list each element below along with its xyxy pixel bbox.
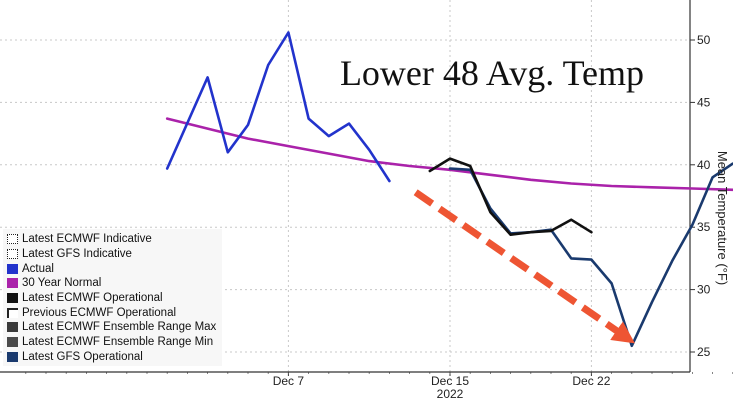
y-tick-label: 45 [697,95,711,109]
legend-swatch [7,234,18,245]
series-line-latest-gfs-operational [448,162,733,348]
x-year-label: 2022 [437,387,464,401]
legend-item: Latest GFS Operational [7,350,222,365]
legend-label: Previous ECMWF Operational [22,306,177,319]
legend-item: Actual [7,261,222,276]
legend-item: Latest ECMWF Indicative [7,232,222,247]
y-tick-label: 25 [697,345,711,359]
legend-label: Latest ECMWF Ensemble Range Min [22,336,214,349]
legend-item: Latest ECMWF Operational [7,291,222,306]
legend-swatch [7,351,18,362]
x-tick-label: Dec 7 [273,374,305,388]
series-lines [165,31,733,348]
legend-item: 30 Year Normal [7,276,222,291]
legend-label: Latest ECMWF Ensemble Range Max [22,321,217,334]
legend-swatch [7,293,18,304]
legend-swatch [7,263,18,274]
y-axis-label: Mean Temperature (°F) [715,151,730,285]
x-tick-label: Dec 22 [572,374,610,388]
legend-label: Actual [22,262,54,275]
legend-swatch [7,322,18,333]
y-tick-label: 40 [697,158,711,172]
legend-label: 30 Year Normal [22,277,102,290]
legend-swatch [7,249,18,260]
legend-item: Latest GFS Indicative [7,247,222,262]
legend-label: Latest GFS Indicative [22,248,132,261]
legend-swatch [7,278,18,289]
trend-arrow [413,189,635,344]
annotations [413,189,635,344]
legend-item: Latest ECMWF Ensemble Range Min [7,335,222,350]
y-tick-label: 50 [697,33,711,47]
legend-item: Latest ECMWF Ensemble Range Max [7,320,222,335]
chart-title: Lower 48 Avg. Temp [340,53,644,93]
legend: Latest ECMWF Indicative Latest GFS Indica… [3,229,222,367]
legend-swatch [7,337,18,348]
legend-swatch [7,307,18,318]
legend-label: Latest GFS Operational [22,350,143,363]
legend-item: Previous ECMWF Operational [7,305,222,320]
series-line-latest-ecmwf-operational [428,157,593,236]
x-tick-label: Dec 15 [431,374,469,388]
y-tick-label: 30 [697,283,711,297]
legend-label: Latest ECMWF Operational [22,292,163,305]
legend-label: Latest ECMWF Indicative [22,233,152,246]
y-tick-label: 35 [697,220,711,234]
series-line-actual [165,31,391,183]
